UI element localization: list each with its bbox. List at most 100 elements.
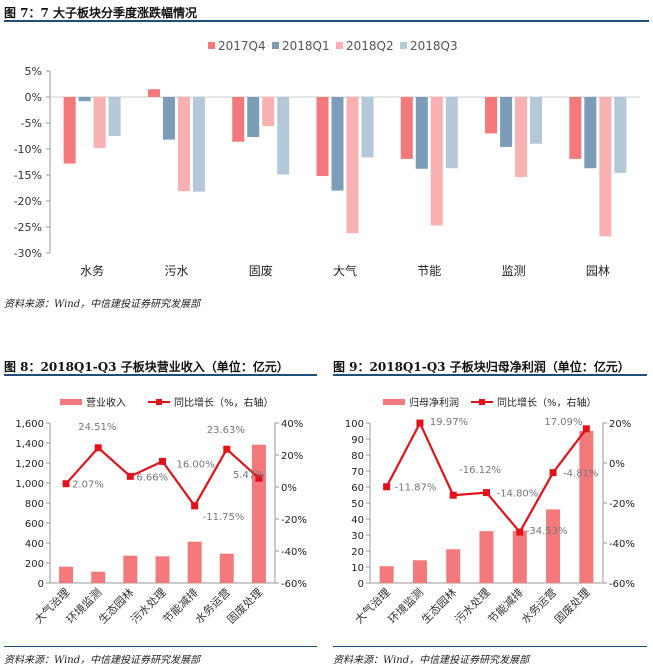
bar-2018Q1-节能 [415,97,428,169]
x-tick-label: 水务 [80,263,104,278]
growth-data-label: -16.12% [459,465,501,476]
bar-2018Q2-水务 [93,97,106,148]
bar-2017Q4-污水 [147,89,160,97]
x-tick-label: 固废 [249,263,273,278]
legend-marker-line [479,399,485,405]
bar-2018Q2-园林 [599,97,612,237]
figure-8-title-rule [4,374,317,376]
x-tick-label: 大气治理 [352,585,393,626]
x-tick-label: 节能减排 [485,585,526,626]
legend-label: 2017Q4 [218,39,266,53]
left-y-tick-label: 40 [351,515,364,526]
growth-data-label: -34.53% [526,526,568,537]
left-y-tick-label: 400 [25,539,44,550]
right-y-tick-label: -40% [281,547,307,558]
bar-2018Q3-监测 [530,97,543,144]
legend-label: 2018Q1 [282,39,330,53]
legend-swatch-2017Q4 [208,42,215,49]
bar-节能减排 [512,530,527,583]
legend-swatch-2018Q1 [272,42,279,49]
x-tick-label: 水务运营 [518,585,559,626]
bar-2017Q4-园林 [569,97,582,159]
left-y-tick-label: 0 [38,579,44,590]
bar-2018Q1-污水 [162,97,175,140]
bar-污水处理 [479,531,494,583]
bar-2018Q3-固废 [277,97,290,175]
right-y-tick-label: 20% [281,451,303,462]
x-tick-label: 园林 [586,264,610,278]
x-tick-label: 污水 [164,264,188,278]
left-y-tick-label: 600 [25,519,44,530]
growth-data-label: -11.75% [203,512,245,523]
figure-7-title: 图 7：7 大子板块分季度涨跌幅情况 [4,6,198,20]
y-tick-label: -20% [14,195,42,208]
legend-label-bar: 营业收入 [86,396,126,409]
left-y-tick-label: 800 [25,499,44,510]
growth-marker [483,489,490,497]
y-tick-label: -5% [21,117,42,130]
bar-污水处理 [155,556,170,583]
bar-2017Q4-监测 [485,97,498,134]
y-tick-label: -15% [14,169,42,182]
figure-9-title: 图 9：2018Q1-Q3 子板块归母净利润（单位：亿元） [333,360,630,374]
growth-marker [582,425,590,433]
growth-marker [223,445,231,453]
left-y-tick-label: 10 [351,563,364,574]
bar-2018Q1-园林 [584,97,597,169]
growth-marker [416,419,424,427]
left-y-tick-label: 80 [351,451,364,462]
growth-data-label: 19.97% [430,417,468,428]
growth-data-label: 2.07% [72,480,104,491]
legend-label-line: 同比增长（%，右轴） [174,396,274,409]
left-y-tick-label: 90 [351,435,364,446]
legend-swatch-2018Q3 [400,42,407,49]
growth-data-label: 24.51% [78,422,116,433]
bar-水务运营 [219,553,234,583]
left-y-tick-label: 1,400 [15,439,44,450]
bar-2017Q4-水务 [63,97,76,164]
figure-9-source-rule [333,646,647,647]
bar-节能减排 [187,541,202,583]
bar-2018Q1-监测 [500,97,513,147]
growth-data-label: 6.66% [136,472,168,483]
bar-2018Q2-固废 [262,97,275,127]
bar-生态园林 [123,555,138,583]
right-y-tick-label: -20% [281,515,307,526]
left-y-tick-label: 60 [351,483,364,494]
growth-data-label: -4.81% [563,469,598,480]
left-y-tick-label: 70 [351,467,364,478]
right-y-tick-label: 0% [281,483,297,494]
left-y-tick-label: 1,000 [15,479,44,490]
bar-2018Q3-大气 [361,97,374,158]
growth-data-label: 5.47% [233,470,265,481]
bar-2018Q2-节能 [430,97,443,226]
growth-data-label: -14.80% [497,489,539,500]
bar-2017Q4-固废 [232,97,245,142]
legend-label-bar: 归母净利润 [409,396,459,409]
left-y-tick-label: 200 [25,559,44,570]
growth-marker [449,491,457,499]
x-tick-label: 生态园林 [418,585,459,626]
y-tick-label: -25% [14,221,42,234]
y-tick-label: 5% [25,65,42,78]
x-tick-label: 污水处理 [452,586,492,626]
right-y-tick-label: 20% [609,419,631,430]
left-y-tick-label: 20 [351,547,364,558]
figure-7-title-rule [4,20,649,22]
bar-环境监测 [91,571,106,583]
growth-marker [126,472,134,480]
growth-marker [255,474,263,482]
x-tick-label: 监测 [502,264,526,278]
bar-生态园林 [446,549,461,583]
x-tick-label: 环境监测 [385,585,426,626]
bar-大气治理 [59,566,74,583]
left-y-tick-label: 1,200 [15,459,44,470]
right-y-tick-label: 0% [609,459,625,470]
bar-环境监测 [412,560,427,583]
x-tick-label: 固废处理 [224,585,265,626]
left-y-tick-label: 100 [345,419,364,430]
right-y-tick-label: -60% [281,579,307,590]
bar-2017Q4-节能 [400,97,413,159]
bar-2018Q2-大气 [346,97,359,234]
